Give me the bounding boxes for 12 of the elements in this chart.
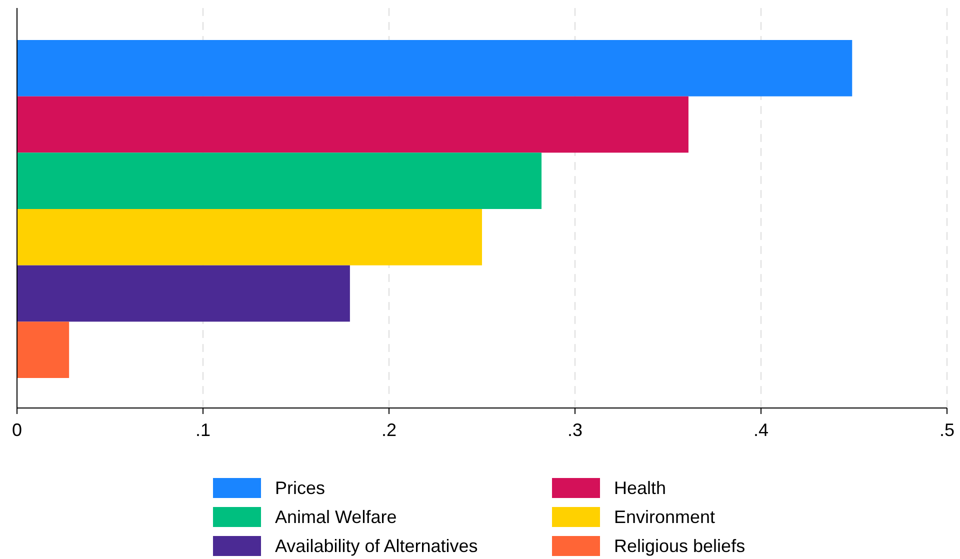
x-tick-label: .2: [381, 420, 397, 440]
legend-label: Health: [614, 478, 666, 498]
legend-label: Religious beliefs: [614, 536, 746, 556]
x-tick-label: .3: [567, 420, 583, 440]
legend-label: Prices: [275, 478, 326, 498]
legend-label: Availability of Alternatives: [275, 536, 478, 556]
legend-label: Environment: [614, 507, 716, 527]
x-tick-label: .5: [939, 420, 955, 440]
legend-label: Animal Welfare: [275, 507, 397, 527]
x-tick-label: 0: [12, 420, 22, 440]
x-tick-label: .1: [195, 420, 211, 440]
x-tick-label: .4: [753, 420, 769, 440]
